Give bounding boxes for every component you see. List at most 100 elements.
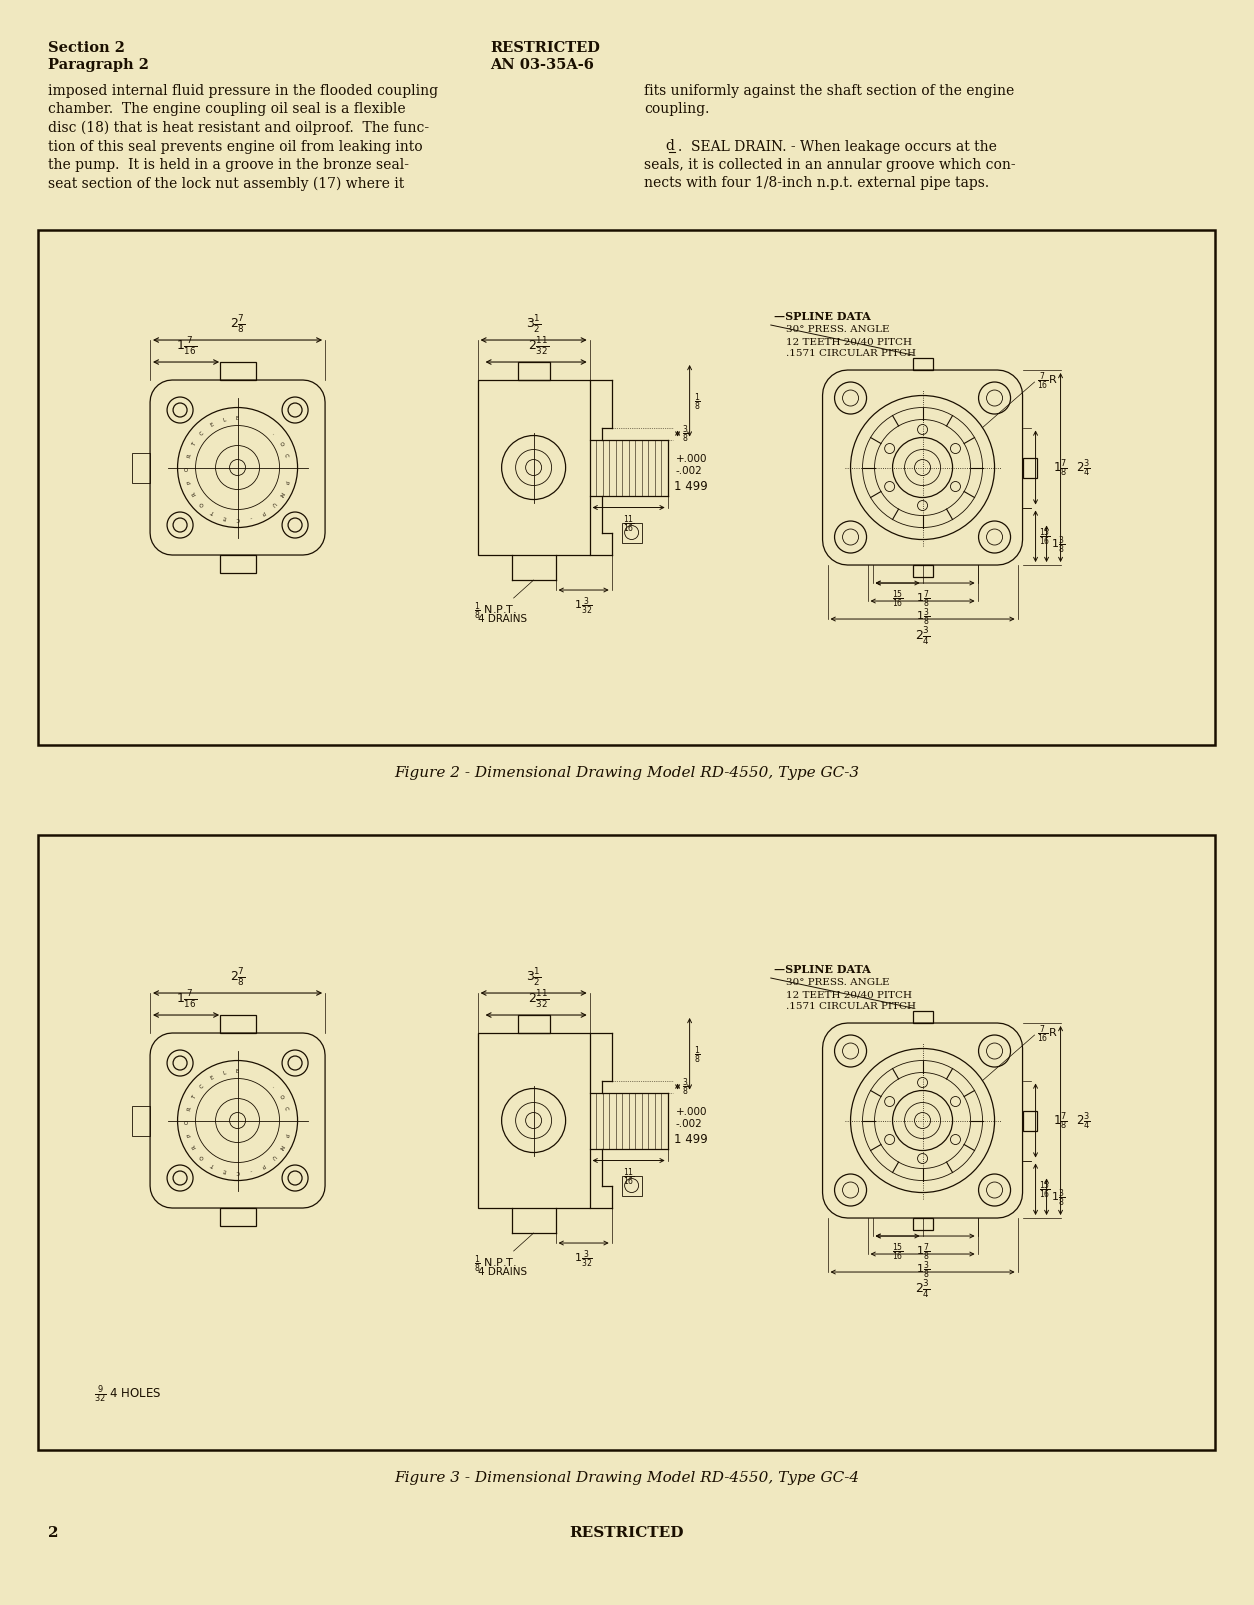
Text: $1\frac{3}{32}$: $1\frac{3}{32}$ [574,595,593,616]
Bar [622,523,642,542]
Text: imposed internal fluid pressure in the flooded coupling: imposed internal fluid pressure in the f… [48,83,438,98]
Text: $\frac{1}{8}$ N.P.T.: $\frac{1}{8}$ N.P.T. [474,600,517,623]
Text: $2\frac{7}{8}$: $2\frac{7}{8}$ [229,966,246,987]
Text: $\frac{15}{16}$: $\frac{15}{16}$ [1038,526,1051,547]
Text: .1571 CIRCULAR PITCH: .1571 CIRCULAR PITCH [786,1002,915,1011]
Text: P: P [283,478,288,483]
Text: T: T [209,1160,216,1167]
Text: $2\frac{11}{32}$: $2\frac{11}{32}$ [528,335,549,356]
Text: $2\frac{3}{4}$: $2\frac{3}{4}$ [915,1278,930,1298]
Text: 4 DRAINS: 4 DRAINS [478,613,527,624]
Text: L: L [223,417,227,422]
Text: $1\frac{7}{8}$: $1\frac{7}{8}$ [1052,457,1067,478]
Bar [478,1034,589,1209]
Text: E: E [222,514,227,520]
Text: $2\frac{7}{8}$: $2\frac{7}{8}$ [229,313,246,335]
Text: R: R [191,491,197,496]
Text: $\frac{1}{8}$: $\frac{1}{8}$ [693,390,701,412]
Text: Section 2: Section 2 [48,42,125,55]
Text: -.002: -.002 [676,1117,702,1128]
Text: $\frac{15}{16}$: $\frac{15}{16}$ [1038,1178,1051,1201]
Text: T: T [192,1093,197,1098]
Text: +.000: +.000 [676,1106,707,1115]
Text: M: M [277,1143,285,1149]
Bar [1022,459,1037,478]
Text: 4 DRAINS: 4 DRAINS [478,1266,527,1276]
Text: nects with four 1/8-inch n.p.t. external pipe taps.: nects with four 1/8-inch n.p.t. external… [645,177,989,191]
Text: -: - [250,514,252,518]
Text: O: O [277,1093,285,1099]
Text: C: C [283,1106,288,1111]
Text: RESTRICTED: RESTRICTED [569,1525,685,1539]
Text: E: E [209,422,216,429]
Text: 1 499: 1 499 [673,480,707,493]
Text: P: P [260,1160,265,1167]
Text: M: M [277,490,285,496]
Text: E: E [209,1075,216,1080]
Bar [1022,1111,1037,1132]
Text: seat section of the lock nut assembly (17) where it: seat section of the lock nut assembly (1… [48,177,404,191]
Bar [518,363,549,380]
Bar [913,565,933,578]
Text: tion of this seal prevents engine oil from leaking into: tion of this seal prevents engine oil fr… [48,140,423,154]
Text: $\frac{3}{8}$: $\frac{3}{8}$ [682,424,688,445]
Text: -: - [250,1167,252,1172]
Text: .: . [271,430,276,435]
Text: $1\frac{3}{8}$: $1\frac{3}{8}$ [915,1260,929,1281]
Text: $1\frac{3}{32}$: $1\frac{3}{32}$ [574,1249,593,1270]
Text: Figure 3 - Dimensional Drawing Model RD-4550, Type GC-4: Figure 3 - Dimensional Drawing Model RD-… [395,1470,859,1485]
Text: $1\frac{3}{8}$: $1\frac{3}{8}$ [915,607,929,628]
Text: coupling.: coupling. [645,103,710,117]
Text: the pump.  It is held in a groove in the bronze seal-: the pump. It is held in a groove in the … [48,157,409,172]
Text: $1\frac{7}{16}$: $1\frac{7}{16}$ [176,335,197,356]
Text: $\frac{9}{32}$ 4 HOLES: $\frac{9}{32}$ 4 HOLES [94,1382,162,1404]
Text: $\frac{11}{16}$: $\frac{11}{16}$ [623,1165,635,1188]
Text: R: R [191,1143,197,1149]
Text: C: C [236,1168,240,1173]
Text: +.000: +.000 [676,453,707,464]
Text: .1571 CIRCULAR PITCH: .1571 CIRCULAR PITCH [786,348,915,358]
Text: $\frac{7}{16}$R: $\frac{7}{16}$R [1037,371,1057,392]
Text: $2\frac{3}{4}$: $2\frac{3}{4}$ [1076,1111,1090,1132]
Text: O: O [199,1152,206,1159]
Text: AN 03-35A-6: AN 03-35A-6 [490,58,594,72]
Text: .  SEAL DRAIN. - When leakage occurs at the: . SEAL DRAIN. - When leakage occurs at t… [678,140,997,154]
Text: C: C [199,1082,206,1088]
Text: R: R [187,453,192,457]
Text: $1\frac{7}{8}$: $1\frac{7}{8}$ [915,1241,929,1263]
Text: disc (18) that is heat resistant and oilproof.  The func-: disc (18) that is heat resistant and oil… [48,120,429,135]
Bar [219,1209,256,1226]
Text: $\frac{11}{16}$: $\frac{11}{16}$ [623,514,635,534]
Text: E: E [236,416,240,421]
Text: $2\frac{3}{4}$: $2\frac{3}{4}$ [915,624,930,647]
Text: —SPLINE DATA: —SPLINE DATA [774,963,870,974]
Text: 30° PRESS. ANGLE: 30° PRESS. ANGLE [786,977,889,987]
Text: $\frac{3}{8}$: $\frac{3}{8}$ [682,1075,688,1098]
Text: $1\frac{3}{8}$: $1\frac{3}{8}$ [1051,1186,1065,1207]
Text: 12 TEETH 20/40 PITCH: 12 TEETH 20/40 PITCH [786,337,912,345]
Text: seals, it is collected in an annular groove which con-: seals, it is collected in an annular gro… [645,157,1016,172]
Bar [219,1016,256,1034]
Text: 1 499: 1 499 [673,1132,707,1146]
Text: $\frac{7}{16}$R: $\frac{7}{16}$R [1037,1022,1057,1045]
Text: C: C [283,453,288,457]
Text: R: R [187,1106,192,1111]
Bar [913,1011,933,1024]
Text: P: P [260,509,265,515]
Text: $1\frac{3}{8}$: $1\frac{3}{8}$ [1051,534,1065,555]
Text: $\frac{15}{16}$: $\frac{15}{16}$ [892,1241,904,1263]
Text: Paragraph 2: Paragraph 2 [48,58,149,72]
Text: $3\frac{1}{2}$: $3\frac{1}{2}$ [525,966,542,987]
Text: L: L [223,1071,227,1075]
Text: $2\frac{11}{32}$: $2\frac{11}{32}$ [528,987,549,1010]
Text: T: T [209,509,216,515]
Text: U: U [270,501,276,507]
Text: 12 TEETH 20/40 PITCH: 12 TEETH 20/40 PITCH [786,989,912,998]
Text: C: C [199,430,206,437]
Text: E: E [222,1167,227,1172]
Text: P: P [283,1132,288,1136]
Text: Figure 2 - Dimensional Drawing Model RD-4550, Type GC-3: Figure 2 - Dimensional Drawing Model RD-… [395,766,859,780]
Bar [518,1016,549,1034]
Text: —SPLINE DATA: —SPLINE DATA [774,311,870,323]
Text: -.002: -.002 [676,465,702,475]
